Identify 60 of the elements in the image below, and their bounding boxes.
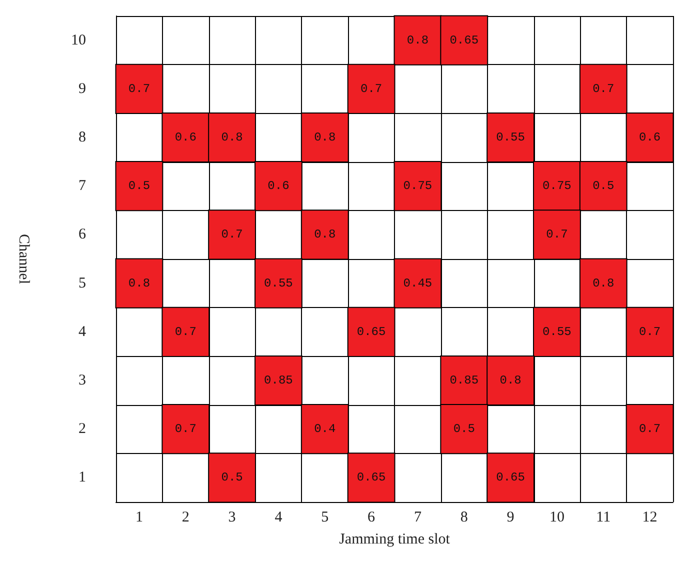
y-axis-title: Channel — [16, 234, 32, 284]
data-label: 0.6 — [268, 179, 290, 194]
data-label: 0.65 — [356, 324, 386, 339]
data-label: 0.7 — [174, 422, 196, 436]
data-label: 0.65 — [496, 470, 525, 485]
data-label: 0.7 — [638, 422, 661, 436]
data-label: 0.8 — [500, 374, 522, 388]
y-tick-label: 6 — [78, 226, 86, 243]
x-tick-label: 9 — [506, 510, 514, 526]
data-label: 0.7 — [174, 324, 196, 339]
data-label: 0.85 — [264, 374, 293, 388]
x-tick-label: 8 — [460, 510, 468, 526]
data-label: 0.7 — [128, 82, 150, 96]
x-tick-label: 1 — [135, 510, 143, 526]
y-tick-label: 1 — [78, 470, 86, 486]
data-label: 0.7 — [360, 82, 382, 96]
y-tick-label: 10 — [71, 32, 86, 48]
y-tick-label: 3 — [78, 372, 86, 388]
data-label: 0.7 — [221, 228, 243, 242]
x-tick-label: 11 — [596, 510, 611, 526]
data-label: 0.75 — [403, 179, 432, 194]
y-tick-label: 2 — [78, 421, 86, 438]
data-label: 0.7 — [638, 324, 661, 339]
data-label: 0.8 — [314, 228, 336, 242]
x-tick-label: 4 — [274, 510, 283, 526]
data-label: 0.75 — [542, 179, 572, 194]
y-tick-label: 8 — [78, 130, 86, 146]
data-label: 0.8 — [221, 130, 243, 144]
data-label: 0.5 — [592, 179, 614, 194]
x-tick-label: 12 — [642, 510, 658, 526]
y-tick-label: 9 — [78, 80, 86, 97]
data-label: 0.8 — [406, 33, 429, 48]
data-label: 0.55 — [496, 130, 525, 144]
data-label: 0.8 — [128, 276, 150, 290]
data-label: 0.6 — [638, 130, 661, 144]
data-label: 0.6 — [174, 130, 196, 144]
data-label: 0.5 — [221, 470, 243, 485]
x-tick-label: 10 — [549, 510, 564, 526]
data-label: 0.7 — [592, 82, 614, 96]
data-label: 0.4 — [314, 422, 336, 436]
y-tick-label: 5 — [78, 275, 86, 292]
data-label: 0.5 — [128, 179, 150, 194]
data-label: 0.65 — [450, 33, 479, 48]
x-tick-label: 5 — [321, 510, 329, 526]
data-label: 0.8 — [314, 130, 336, 144]
data-label: 0.55 — [542, 324, 572, 339]
data-label: 0.55 — [264, 276, 293, 290]
data-label: 0.85 — [450, 374, 479, 388]
x-tick-label: 7 — [414, 510, 422, 526]
x-tick-label: 2 — [182, 510, 190, 526]
y-tick-label: 4 — [78, 324, 86, 340]
data-label: 0.8 — [592, 276, 614, 290]
data-label: 0.7 — [546, 228, 568, 242]
data-label: 0.5 — [453, 422, 475, 436]
x-axis-title: Jamming time slot — [339, 532, 451, 548]
x-tick-label: 3 — [228, 510, 236, 526]
y-tick-label: 7 — [78, 178, 86, 194]
data-label: 0.45 — [403, 276, 432, 290]
data-label: 0.65 — [356, 470, 386, 485]
x-tick-label: 6 — [368, 510, 376, 526]
